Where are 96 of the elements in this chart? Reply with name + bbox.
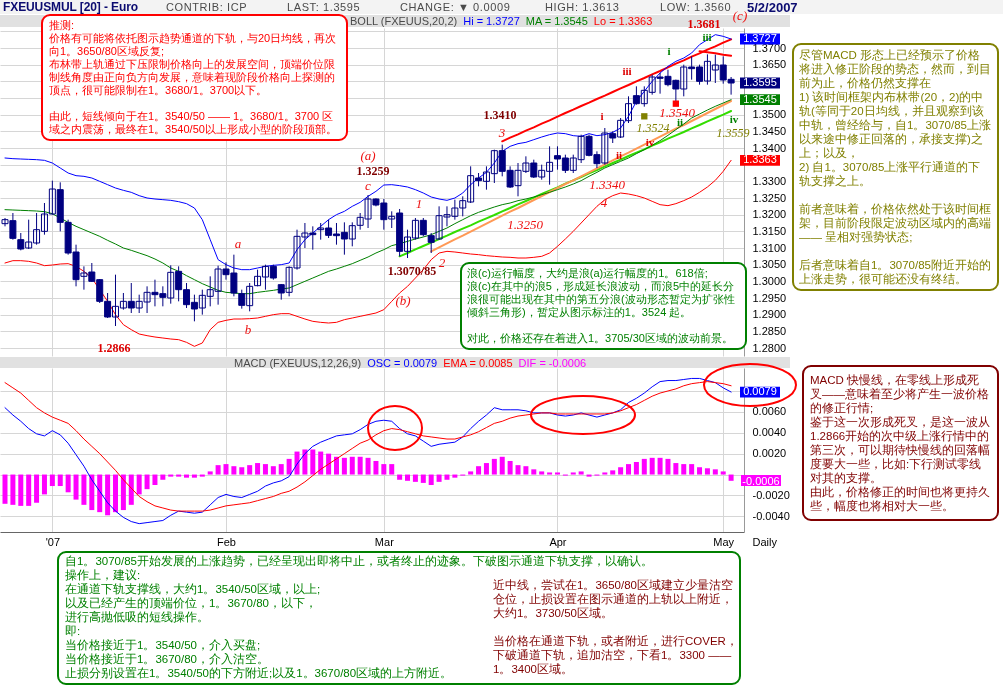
data-label: 1.3727: [743, 32, 777, 44]
text: 自1。3070/85开始发展的上涨趋势，已经呈现出即将中止，或者终止的迹象。下破图示通道下轨支撑，以确认。: [65, 554, 653, 568]
y-tick-label: 1.2850: [752, 324, 787, 337]
text: 以及已经产生的顶端价位，1。3670/80，以下，: [65, 596, 317, 610]
text: 由此，价格修正的时间也将更持久些，幅度也将相对大一些。: [810, 485, 991, 513]
y-tick-label: 1.2900: [752, 308, 787, 321]
annotation: c: [365, 177, 371, 193]
annotation: b: [244, 321, 252, 337]
y-tick-label: 1.3300: [752, 174, 787, 187]
y-tick-label: 1.3700: [752, 41, 787, 54]
y-tick-label: 1.3650: [752, 58, 787, 71]
annotation: 1.3340: [589, 176, 625, 192]
chart-subtitle: BOLL (FXEUUS,20,2): [350, 15, 458, 27]
text: CONTRIB: ICP: [166, 1, 248, 13]
y-tick-label: 1.3000: [752, 274, 787, 287]
text: 尽管MACD 形态上已经预示了价格将进入修正阶段的势态，然而，到目前为止，价格仍然支撑在: [799, 48, 992, 90]
annotation: 1.3410: [483, 108, 517, 122]
x-tick-label: Mar: [374, 535, 395, 548]
text: 当价格接近于1。3540/50，介入买盘;: [65, 638, 261, 652]
annotation: 浪(c)在其中的浪5，形成延长浪波动，而浪5中的延长分浪很可能出现在其中的第五分浪(波动形态暂定为扩张性倾斜三角形)，暂定从图示标注的1。3524 起。: [467, 280, 736, 319]
text: LAST: 1.3595: [287, 1, 361, 13]
x-tick-label: Apr: [549, 535, 567, 548]
annotation: a: [234, 235, 242, 251]
annotation: 浪(c)运行幅度，大约是浪(a)运行幅度的1。618倍;: [467, 267, 708, 280]
x-axis-title: Daily: [752, 535, 778, 548]
y-tick-label: -0.0020: [752, 488, 790, 501]
y-tick-label: 1.3050: [752, 258, 787, 271]
text: HIGH: 1.3613: [545, 1, 620, 13]
text: 进行高抛低吸的短线操作。: [65, 610, 209, 624]
annotation: 2: [438, 254, 446, 270]
annotation: i: [667, 44, 671, 57]
data-label: 1.3545: [743, 92, 777, 105]
x-tick-label: Feb: [217, 535, 236, 548]
text: 1.3595: [743, 76, 777, 88]
text: 近中线，尝试在1。3650/80区域建立少量沽空仓位，止损设置在图示通道的上轨以上附近，大约1。3730/50区域。: [493, 578, 734, 620]
text: DIF = -0.0006: [518, 357, 587, 369]
y-tick-label: 0.0060: [752, 405, 787, 418]
annotation: 由此，短线倾向于在1。3540/50 —— 1。3680/1。3700 区域之内震荡，最终在1。3540/50以上形成小型的阶段顶部。: [49, 110, 338, 136]
annotation: iii: [702, 30, 712, 43]
y-tick-label: 1.3500: [752, 108, 787, 121]
y-tick-label: 0.0040: [752, 426, 787, 439]
text: 当价格在通道下轨，或者附近，进行COVER，下破通道下轨，追加沽空，下看1。3300 —— 1。3400区域。: [493, 634, 738, 676]
text: OSC = 0.0079: [367, 357, 438, 369]
annotation: 3: [498, 124, 506, 140]
annotation: 1.3524: [636, 121, 670, 135]
text: 止损分别设置在1。3540/50的下方附近;以及1。3670/80区域的上方附近。: [65, 666, 453, 680]
y-tick-label: -0.0040: [752, 509, 790, 522]
text: Hi = 1.3727: [463, 15, 520, 27]
text: Lo = 1.3363: [593, 15, 653, 27]
y-tick-label: 1.3200: [752, 208, 787, 221]
y-tick-label: 1.3250: [752, 191, 787, 204]
chart-title: FXEUUSMUL [20] - Euro: [3, 0, 139, 14]
annotation: iv: [729, 112, 739, 125]
annotation: 1: [415, 195, 423, 211]
chart-title: MACD (FXEUUS,12,26,9): [234, 357, 362, 369]
data-label: 1.3363: [743, 153, 777, 166]
text: MACD 快慢线，在零线上形成死叉——意味着至少将产生一波价格的修正行情;: [810, 373, 990, 415]
text: CHANGE: ▼ 0.0009: [400, 1, 511, 13]
annotation: (a): [360, 147, 376, 163]
text: 5/2/2007: [747, 0, 798, 15]
text: (c): [732, 7, 748, 23]
text: 后者意味着自1。3070/85附近开始的上涨走势，很可能还没有终结。: [799, 258, 992, 286]
annotation: i: [600, 109, 604, 122]
y-tick-label: 1.3150: [752, 224, 787, 237]
y-tick-label: 1.3450: [752, 124, 787, 137]
y-tick-label: 1.2800: [752, 341, 787, 354]
annotation: 1.3681: [687, 17, 721, 31]
text: MA = 1.3545: [525, 15, 588, 27]
text: 1) 该时间框架内布林带(20，2)的中轨(等同于20日均线，并且观察到该中轨，曾经给与，自1。3070/85上涨以来途中修正回落的，承接支撑)之上；以及，: [799, 90, 992, 160]
annotation: -0.0006: [741, 475, 781, 487]
text: 即:: [65, 624, 81, 638]
y-tick-label: 1.3400: [752, 141, 787, 154]
text: 操作上，建议:: [65, 568, 141, 582]
annotation: 价格有可能将依托图示趋势通道的下轨，与20日均线，再次向1。3650/80区域反复;: [49, 32, 338, 58]
y-tick-label: 0.0020: [752, 447, 787, 460]
annotation: 1.3250: [507, 216, 543, 232]
annotation: 对此，价格还存在着进入1。3705/30区域的波动前景。: [467, 332, 733, 345]
annotation: 1.3259: [356, 164, 390, 178]
data-label: 0.0079: [743, 385, 777, 398]
x-tick-label: '07: [45, 535, 61, 548]
y-tick-label: 1.3100: [752, 241, 787, 254]
annotation: iii: [622, 64, 632, 77]
text: 在通道下轨支撑线，大约1。3540/50区域，以上;: [65, 582, 321, 596]
annotation: (b): [395, 292, 411, 308]
annotation: 1.2866: [97, 341, 131, 355]
text: 鉴于这一次形成死叉，是这一波从1.2866开始的次中级上涨行情中的第三次，可以期待快慢线的回落幅度要大一些，比如:下行测试零线对其的支撑。: [810, 415, 991, 485]
annotation: 推测:: [49, 19, 75, 32]
y-tick-label: 1.2950: [752, 291, 787, 304]
text: EMA = 0.0085: [443, 357, 513, 369]
text: 当价格接近于1。3670/80，介入沽空。: [65, 652, 269, 666]
annotation: 布林带上轨通过下压限制价格向上的发展空间，顶端价位限制线角度由正向负方向发展，意味着现阶段价格向上探测的顶点，很可能限制在1。3680/1。3700以下。: [49, 58, 336, 97]
x-tick-label: May: [713, 535, 735, 548]
text: 2) 自1。3070/85上涨平行通道的下轨支撑之上。: [799, 160, 982, 188]
text: LOW: 1.3560: [660, 1, 732, 13]
annotation: 1.3559: [716, 126, 750, 140]
text: 前者意味着，价格依然处于该时间框架，目前阶段限定波动区域内的高端 —— 呈相对强势状态;: [799, 202, 992, 244]
